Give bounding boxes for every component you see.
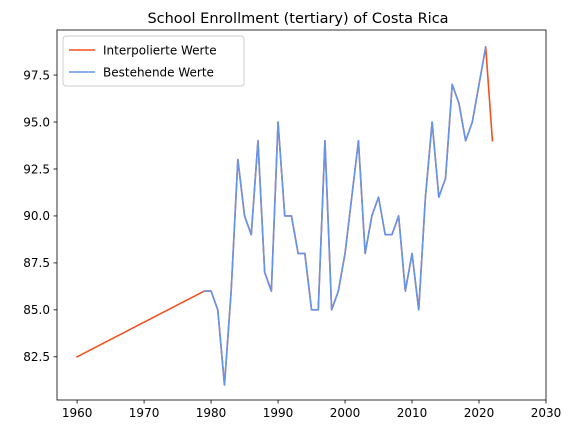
series-line-existing	[203, 45, 487, 386]
x-tick-label: 1970	[129, 406, 160, 420]
x-tick-label: 2000	[330, 406, 361, 420]
y-axis: 82.5 85.0 87.5 90.0 92.5 95.0 97.5	[23, 68, 57, 364]
y-tick-label: 87.5	[23, 256, 50, 270]
x-tick-label: 2020	[464, 406, 495, 420]
x-axis: 1960 1970 1980 1990 2000 2010 2020 2030	[62, 400, 561, 420]
chart-title: School Enrollment (tertiary) of Costa Ri…	[147, 11, 448, 27]
y-tick-label: 92.5	[23, 162, 50, 176]
x-tick-label: 1980	[196, 406, 227, 420]
y-tick-label: 95.0	[23, 115, 50, 129]
y-tick-label: 85.0	[23, 303, 50, 317]
x-tick-label: 2010	[397, 406, 428, 420]
legend-label: Bestehende Werte	[103, 66, 214, 80]
x-tick-label: 1960	[62, 406, 93, 420]
x-tick-label: 1990	[263, 406, 294, 420]
plot-area-frame	[56, 29, 547, 401]
y-tick-label: 90.0	[23, 209, 50, 223]
y-tick-label: 97.5	[23, 68, 50, 82]
y-tick-label: 82.5	[23, 350, 50, 364]
series-layer	[76, 45, 494, 386]
legend: Interpolierte Werte Bestehende Werte	[62, 35, 245, 87]
legend-label: Interpolierte Werte	[103, 44, 217, 58]
x-tick-label: 2030	[531, 406, 562, 420]
legend-box	[62, 35, 245, 87]
